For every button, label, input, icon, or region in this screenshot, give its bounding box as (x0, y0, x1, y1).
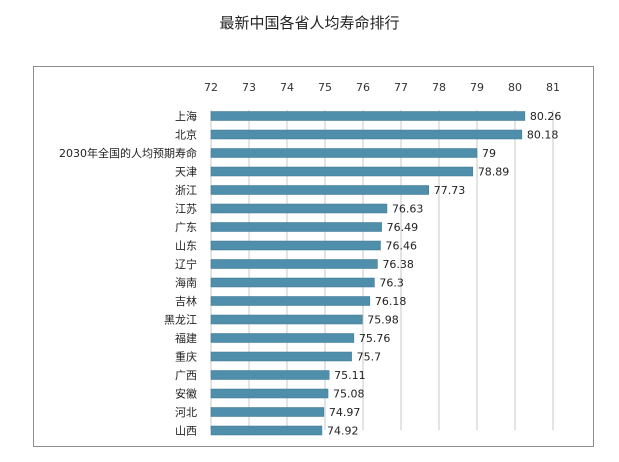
x-tick-label: 77 (394, 81, 408, 94)
category-label: 重庆 (175, 350, 197, 364)
data-label: 76.3 (379, 277, 404, 290)
category-label: 安徽 (175, 387, 197, 401)
bar (210, 111, 526, 121)
category-label: 天津 (175, 166, 197, 179)
category-label: 上海 (175, 109, 197, 123)
x-tick-label: 72 (204, 81, 218, 94)
bar (210, 129, 523, 140)
x-tick-label: 73 (242, 81, 256, 94)
data-label: 76.49 (387, 221, 419, 234)
x-tick-label: 79 (470, 81, 484, 94)
category-label: 北京 (175, 128, 197, 142)
bar (210, 277, 375, 288)
bar (210, 222, 382, 232)
category-label: 吉林 (175, 294, 197, 308)
category-label: 广东 (175, 221, 197, 234)
category-label: 广西 (175, 369, 197, 382)
x-tick-label: 75 (318, 81, 332, 94)
data-label: 76.18 (375, 295, 407, 308)
category-label: 福建 (175, 331, 197, 345)
bar (210, 388, 329, 399)
bar (210, 259, 378, 269)
category-label: 浙江 (175, 184, 197, 197)
bar (210, 185, 429, 195)
x-tick-label: 74 (280, 81, 294, 94)
category-label: 辽宁 (175, 257, 197, 271)
bar (210, 351, 352, 362)
category-label: 海南 (175, 276, 197, 290)
data-label: 75.98 (367, 314, 399, 327)
x-tick-label: 81 (546, 81, 560, 94)
bar (210, 407, 325, 417)
plot-frame (33, 66, 594, 447)
data-label: 76.46 (385, 240, 417, 253)
data-label: 75.7 (357, 351, 382, 364)
bar (210, 148, 478, 158)
category-label: 山东 (175, 240, 197, 253)
data-label: 75.76 (359, 332, 391, 345)
data-label: 80.26 (530, 110, 562, 123)
category-label: 黑龙江 (164, 314, 197, 327)
category-label: 2030年全国的人均预期寿命 (59, 146, 197, 160)
data-label: 76.63 (392, 203, 424, 216)
bar (210, 333, 355, 343)
bar (210, 203, 388, 214)
data-label: 77.73 (434, 184, 466, 197)
x-tick-label: 78 (432, 81, 446, 94)
data-label: 74.97 (329, 406, 361, 419)
data-label: 76.38 (382, 258, 414, 271)
bar (210, 296, 371, 306)
bar (210, 166, 474, 177)
category-label: 河北 (175, 406, 197, 419)
x-tick-label: 76 (356, 81, 370, 94)
x-tick-label: 80 (508, 81, 522, 94)
chart-title: 最新中国各省人均寿命排行 (219, 14, 400, 32)
data-label: 75.08 (333, 388, 365, 401)
data-label: 80.18 (527, 129, 559, 142)
category-label: 江苏 (175, 203, 197, 216)
data-label: 79 (482, 147, 496, 160)
data-label: 75.11 (334, 369, 366, 382)
bar (210, 240, 381, 251)
category-label: 山西 (175, 425, 197, 438)
bar (210, 425, 323, 436)
bar (210, 314, 363, 325)
bar (210, 370, 330, 380)
data-label: 74.92 (327, 425, 359, 438)
data-label: 78.89 (478, 166, 510, 179)
